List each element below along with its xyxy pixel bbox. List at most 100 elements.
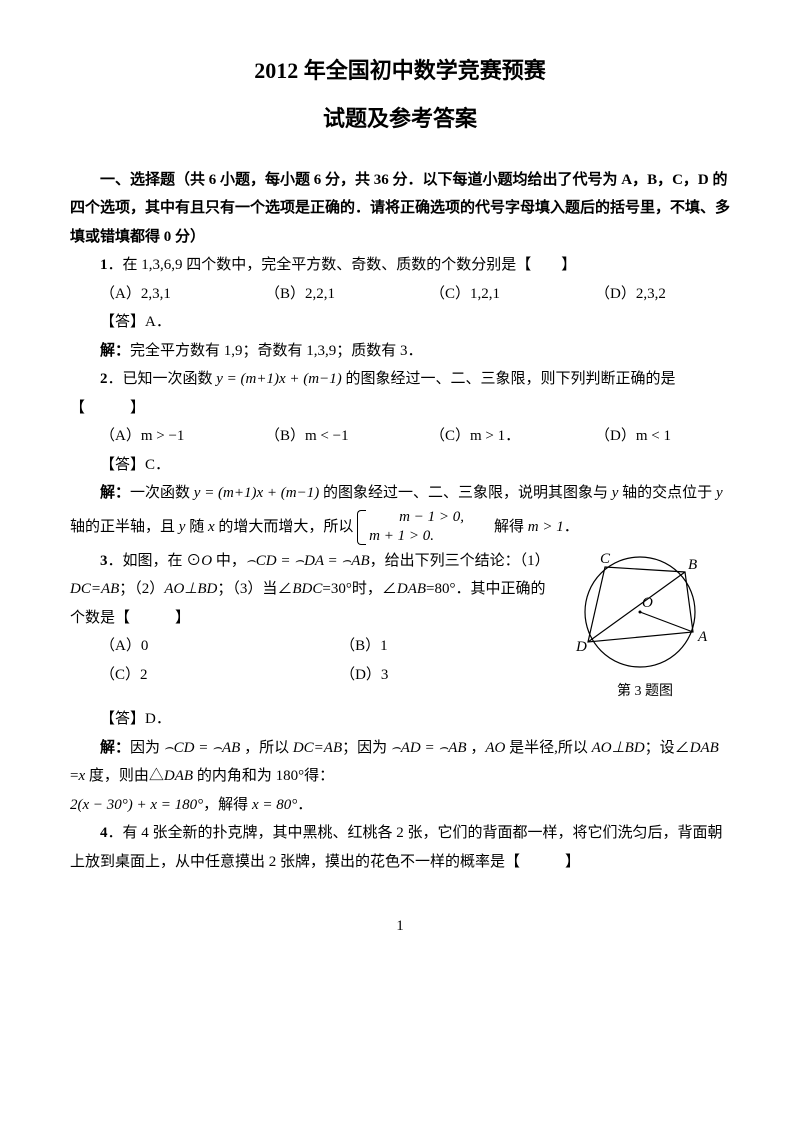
q3-explanation: 解：因为 ⌢CD = ⌢AB ，所以 DC=AB；因为 ⌢AD = ⌢AB ，A… xyxy=(70,734,730,791)
q3-expl-label: 解： xyxy=(100,740,130,756)
q3-opt-a: （A）0 xyxy=(70,632,310,661)
q2-options: （A）m > −1 （B）m < −1 （C）m > 1． （D）m < 1 xyxy=(70,422,730,451)
section-1-head: 一、选择题（共 6 小题，每小题 6 分，共 36 分．以下每道小题均给出了代号… xyxy=(70,166,730,252)
q2-expl-label: 解： xyxy=(100,485,130,501)
q3-eq-end: ． xyxy=(297,797,312,813)
q2-stem: 2．已知一次函数 y = (m+1)x + (m−1) 的图象经过一、二、三象限… xyxy=(70,365,730,422)
q3-arc-eq: ⌢CD = ⌢DA = ⌢AB xyxy=(246,553,370,569)
q3-en: DAB xyxy=(164,768,193,784)
q1-options: （A）2,3,1 （B）2,2,1 （C）1,2,1 （D）2,3,2 xyxy=(70,280,730,309)
q3-eq: 2(x − 30°) + x = 180° xyxy=(70,797,203,813)
q3-stem: 3．如图，在 ⊙O 中，⌢CD = ⌢DA = ⌢AB，给出下列三个结论：（1）… xyxy=(70,547,560,633)
q2-opt-c-text: （C）m > 1． xyxy=(430,428,520,444)
main-title: 2012 年全国初中数学竞赛预赛 xyxy=(70,50,730,92)
q1-expl-label: 解： xyxy=(100,343,130,359)
q2-expl-end: ． xyxy=(564,519,579,535)
q4-stem: 4．有 4 张全新的扑克牌，其中黑桃、红桃各 2 张，它们的背面都一样，将它们洗… xyxy=(70,819,730,876)
label-d: D xyxy=(575,639,587,655)
q2-x: x xyxy=(208,519,215,535)
q3-ea: 因为 xyxy=(130,740,160,756)
q3-svg: C B O D A xyxy=(570,547,720,677)
q1-opt-a: （A）2,3,1 xyxy=(70,280,235,309)
q3-eg: 是半径,所以 xyxy=(505,740,591,756)
line-ao xyxy=(640,612,693,632)
sub-title: 试题及参考答案 xyxy=(70,98,730,140)
q3-text-col: 3．如图，在 ⊙O 中，⌢CD = ⌢DA = ⌢AB，给出下列三个结论：（1）… xyxy=(70,547,560,690)
q2-expl-d: 轴的正半轴，且 xyxy=(70,519,179,535)
page-number: 1 xyxy=(70,912,730,941)
q1-answer: 【答】A． xyxy=(70,308,730,337)
q3-row: 3．如图，在 ⊙O 中，⌢CD = ⌢DA = ⌢AB，给出下列三个结论：（1）… xyxy=(70,547,730,706)
q3-eq-res: x = 80° xyxy=(252,797,297,813)
q3-em: 度，则由△ xyxy=(85,768,164,784)
q2-brace-line2: m + 1 > 0. xyxy=(369,528,434,544)
q2-expl-f: 的增大而增大，所以 xyxy=(215,519,358,535)
q2-opt-b-text: （B）m < −1 xyxy=(265,428,349,444)
q2-number: 2 xyxy=(100,371,108,387)
q2-brace-line1: m − 1 > 0, xyxy=(399,509,464,525)
q2-eq: y = (m+1)x + (m−1) xyxy=(216,371,341,387)
q3-f: =30°时，∠ xyxy=(322,581,396,597)
q3-e: ；（3）当∠ xyxy=(217,581,292,597)
q1-expl-text: 完全平方数有 1,9；奇数有 1,3,9；质数有 3． xyxy=(130,343,423,359)
q2-expl-eq1: y = (m+1)x + (m−1) xyxy=(194,485,319,501)
q2-expl-e: 随 xyxy=(185,519,208,535)
q3-opt-d: （D）3 xyxy=(310,661,550,690)
q3-ec: DC=AB xyxy=(293,740,342,756)
q3-c: ，给出下列三个结论：（1） xyxy=(370,553,550,569)
q2-explanation: 解：一次函数 y = (m+1)x + (m−1) 的图象经过一、二、三象限，说… xyxy=(70,479,730,547)
q2-opt-b: （B）m < −1 xyxy=(235,422,400,451)
q2-expl-b: 的图象经过一、二、三象限，说明其图象与 xyxy=(319,485,612,501)
q1-opt-d: （D）2,3,2 xyxy=(565,280,730,309)
q3-conc2: AO⊥BD xyxy=(164,581,217,597)
q3-ej: DAB xyxy=(690,740,719,756)
q2-brace-system: m − 1 > 0, m + 1 > 0. xyxy=(357,508,464,547)
q2-expl-res: m > 1 xyxy=(528,519,564,535)
q1-number: 1 xyxy=(100,257,108,273)
q3-eh: AO⊥BD xyxy=(592,740,645,756)
q2-answer: 【答】C． xyxy=(70,451,730,480)
q3-ang2: DAB xyxy=(397,581,426,597)
q1-explanation: 解：完全平方数有 1,9；奇数有 1,3,9；质数有 3． xyxy=(70,337,730,366)
q3-ang1: BDC xyxy=(292,581,322,597)
q2-opt-d: （D）m < 1 xyxy=(565,422,730,451)
q3-opt-b: （B）1 xyxy=(310,632,550,661)
q3-d: ；（2） xyxy=(119,581,164,597)
q2-text-a: ．已知一次函数 xyxy=(108,371,217,387)
q3-number: 3 xyxy=(100,553,108,569)
q3-arc2: ⌢CD = ⌢AB xyxy=(160,740,244,756)
q3-options-row2: （C）2 （D）3 xyxy=(70,661,560,690)
q2-opt-a: （A）m > −1 xyxy=(70,422,235,451)
q1-opt-c: （C）1,2,1 xyxy=(400,280,565,309)
q2-expl-g: 解得 xyxy=(464,519,528,535)
q2-expl-a: 一次函数 xyxy=(130,485,194,501)
q3-ee: ， xyxy=(470,740,485,756)
q3-conc1: DC=AB xyxy=(70,581,119,597)
q3-figure: C B O D A 第 3 题图 xyxy=(560,547,730,706)
q2-opt-c: （C）m > 1． xyxy=(400,422,565,451)
q3-answer: 【答】D． xyxy=(70,705,730,734)
q1-text: ．在 1,3,6,9 四个数中，完全平方数、奇数、质数的个数分别是【 】 xyxy=(108,257,577,273)
q3-a: ．如图，在 ⊙ xyxy=(108,553,202,569)
label-a: A xyxy=(697,629,708,645)
q3-eo: 的内角和为 180°得： xyxy=(193,768,334,784)
label-c: C xyxy=(600,551,611,567)
q3-O: O xyxy=(201,553,212,569)
q3-options-row1: （A）0 （B）1 xyxy=(70,632,560,661)
line-db xyxy=(588,572,685,642)
label-o: O xyxy=(642,595,653,611)
q2-opt-d-text: （D）m < 1 xyxy=(595,428,671,444)
q3-ed: ；因为 xyxy=(342,740,387,756)
label-b: B xyxy=(688,557,697,573)
q3-opt-c: （C）2 xyxy=(70,661,310,690)
q3-ei: ；设∠ xyxy=(645,740,690,756)
q4-text: ．有 4 张全新的扑克牌，其中黑桃、红桃各 2 张，它们的背面都一样，将它们洗匀… xyxy=(70,825,723,870)
q1-stem: 1．在 1,3,6,9 四个数中，完全平方数、奇数、质数的个数分别是【 】 xyxy=(70,251,730,280)
q3-eq-line: 2(x − 30°) + x = 180°，解得 x = 80°． xyxy=(70,791,730,820)
q3-eb: ，所以 xyxy=(244,740,293,756)
q1-opt-b: （B）2,2,1 xyxy=(235,280,400,309)
q3-b: 中， xyxy=(212,553,246,569)
q3-arc3: ⌢AD = ⌢AB xyxy=(387,740,470,756)
q3-ef: AO xyxy=(485,740,505,756)
q2-expl-c: 轴的交点位于 xyxy=(618,485,716,501)
